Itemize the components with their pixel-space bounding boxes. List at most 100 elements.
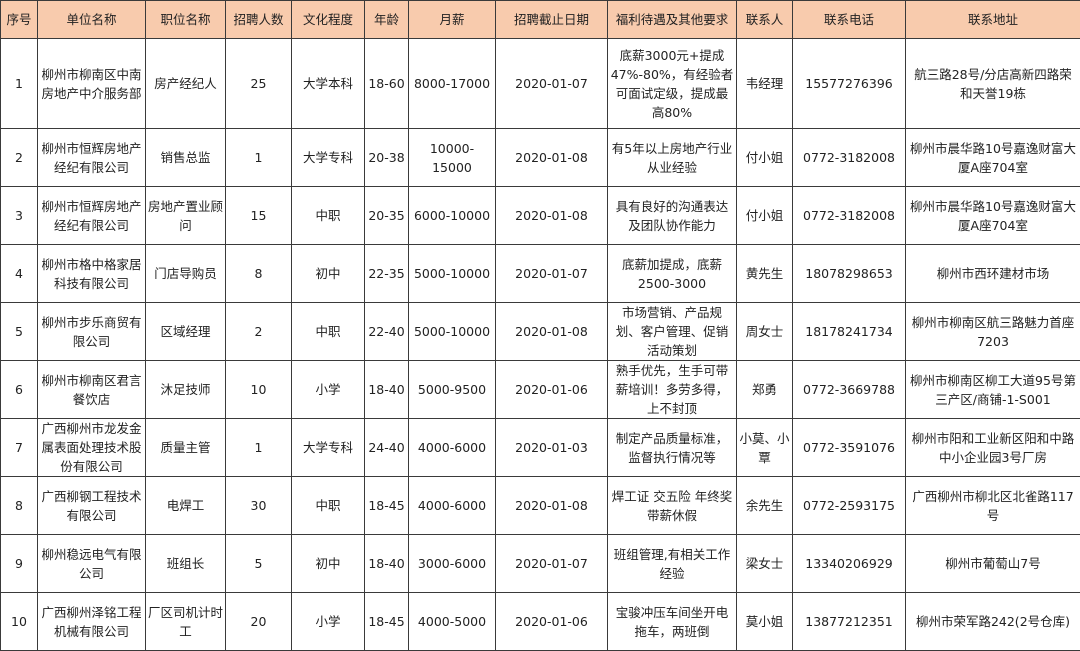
cell-age: 18-40 (365, 535, 409, 593)
cell-contact-phone: 13877212351 (793, 593, 906, 651)
cell-company-name: 柳州市格中格家居科技有限公司 (38, 245, 146, 303)
cell-row-number: 3 (1, 187, 38, 245)
cell-position-name: 区域经理 (146, 303, 226, 361)
cell-contact-person: 付小姐 (737, 129, 793, 187)
cell-position-name: 销售总监 (146, 129, 226, 187)
cell-benefits-requirements: 焊工证 交五险 年终奖 带薪休假 (608, 477, 737, 535)
cell-contact-person: 小莫、小覃 (737, 419, 793, 477)
cell-age: 24-40 (365, 419, 409, 477)
column-header-row-number: 序号 (1, 1, 38, 39)
cell-monthly-salary: 4000-5000 (409, 593, 496, 651)
cell-education: 大学专科 (292, 419, 365, 477)
cell-company-name: 广西柳州泽铭工程机械有限公司 (38, 593, 146, 651)
cell-position-name: 门店导购员 (146, 245, 226, 303)
cell-contact-address: 柳州市晨华路10号嘉逸财富大厦A座704室 (906, 129, 1080, 187)
cell-contact-address: 柳州市柳南区柳工大道95号第三产区/商铺-1-S001 (906, 361, 1080, 419)
cell-education: 中职 (292, 303, 365, 361)
cell-age: 18-40 (365, 361, 409, 419)
cell-headcount: 30 (226, 477, 292, 535)
cell-education: 中职 (292, 477, 365, 535)
cell-education: 大学专科 (292, 129, 365, 187)
cell-monthly-salary: 10000-15000 (409, 129, 496, 187)
cell-benefits-requirements: 熟手优先，生手可带薪培训！多劳多得，上不封顶 (608, 361, 737, 419)
column-header-headcount: 招聘人数 (226, 1, 292, 39)
cell-deadline: 2020-01-08 (496, 129, 608, 187)
cell-deadline: 2020-01-06 (496, 361, 608, 419)
cell-position-name: 沐足技师 (146, 361, 226, 419)
column-header-benefits-requirements: 福利待遇及其他要求 (608, 1, 737, 39)
cell-deadline: 2020-01-07 (496, 245, 608, 303)
cell-row-number: 8 (1, 477, 38, 535)
column-header-deadline: 招聘截止日期 (496, 1, 608, 39)
cell-row-number: 1 (1, 39, 38, 129)
cell-benefits-requirements: 底薪加提成，底薪2500-3000 (608, 245, 737, 303)
cell-monthly-salary: 8000-17000 (409, 39, 496, 129)
cell-company-name: 柳州市恒辉房地产经纪有限公司 (38, 129, 146, 187)
cell-contact-address: 柳州市葡萄山7号 (906, 535, 1080, 593)
cell-headcount: 25 (226, 39, 292, 129)
cell-row-number: 9 (1, 535, 38, 593)
column-header-company-name: 单位名称 (38, 1, 146, 39)
cell-age: 22-35 (365, 245, 409, 303)
cell-age: 22-40 (365, 303, 409, 361)
cell-monthly-salary: 4000-6000 (409, 419, 496, 477)
cell-monthly-salary: 5000-10000 (409, 245, 496, 303)
cell-contact-address: 柳州市晨华路10号嘉逸财富大厦A座704室 (906, 187, 1080, 245)
cell-contact-person: 周女士 (737, 303, 793, 361)
cell-contact-address: 柳州市柳南区航三路魅力首座7203 (906, 303, 1080, 361)
cell-benefits-requirements: 具有良好的沟通表达及团队协作能力 (608, 187, 737, 245)
cell-age: 18-60 (365, 39, 409, 129)
cell-contact-person: 黄先生 (737, 245, 793, 303)
cell-headcount: 5 (226, 535, 292, 593)
cell-contact-person: 韦经理 (737, 39, 793, 129)
cell-contact-address: 柳州市西环建材市场 (906, 245, 1080, 303)
cell-monthly-salary: 4000-6000 (409, 477, 496, 535)
cell-deadline: 2020-01-07 (496, 39, 608, 129)
cell-deadline: 2020-01-06 (496, 593, 608, 651)
cell-monthly-salary: 3000-6000 (409, 535, 496, 593)
cell-education: 中职 (292, 187, 365, 245)
cell-position-name: 厂区司机计时工 (146, 593, 226, 651)
cell-deadline: 2020-01-08 (496, 477, 608, 535)
cell-headcount: 20 (226, 593, 292, 651)
cell-position-name: 房产经纪人 (146, 39, 226, 129)
cell-education: 小学 (292, 361, 365, 419)
cell-row-number: 2 (1, 129, 38, 187)
cell-deadline: 2020-01-07 (496, 535, 608, 593)
cell-row-number: 7 (1, 419, 38, 477)
cell-row-number: 5 (1, 303, 38, 361)
cell-age: 18-45 (365, 593, 409, 651)
cell-contact-phone: 0772-3182008 (793, 187, 906, 245)
cell-contact-phone: 0772-3669788 (793, 361, 906, 419)
cell-contact-address: 航三路28号/分店高新四路荣和天誉19栋 (906, 39, 1080, 129)
cell-deadline: 2020-01-03 (496, 419, 608, 477)
cell-benefits-requirements: 市场营销、产品规划、客户管理、促销活动策划 (608, 303, 737, 361)
cell-position-name: 电焊工 (146, 477, 226, 535)
cell-company-name: 柳州市柳南区君言餐饮店 (38, 361, 146, 419)
cell-monthly-salary: 5000-9500 (409, 361, 496, 419)
cell-deadline: 2020-01-08 (496, 303, 608, 361)
cell-contact-person: 莫小姐 (737, 593, 793, 651)
cell-age: 20-38 (365, 129, 409, 187)
column-header-education: 文化程度 (292, 1, 365, 39)
cell-company-name: 广西柳州市龙发金属表面处理技术股份有限公司 (38, 419, 146, 477)
cell-position-name: 房地产置业顾问 (146, 187, 226, 245)
cell-headcount: 10 (226, 361, 292, 419)
cell-contact-person: 郑勇 (737, 361, 793, 419)
cell-row-number: 10 (1, 593, 38, 651)
column-header-contact-address: 联系地址 (906, 1, 1080, 39)
cell-row-number: 4 (1, 245, 38, 303)
cell-deadline: 2020-01-08 (496, 187, 608, 245)
cell-contact-phone: 0772-3182008 (793, 129, 906, 187)
cell-education: 初中 (292, 535, 365, 593)
cell-contact-address: 柳州市荣军路242(2号仓库) (906, 593, 1080, 651)
cell-contact-person: 梁女士 (737, 535, 793, 593)
